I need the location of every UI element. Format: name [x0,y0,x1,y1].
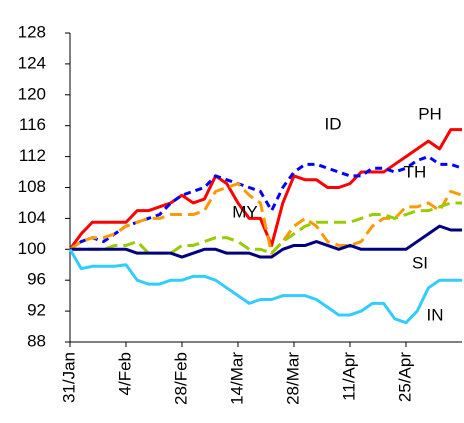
series-line [70,224,462,259]
y-tick-label: 104 [18,208,46,227]
y-tick-label: 120 [18,84,46,103]
y-tick-label: 112 [19,146,46,165]
x-tick-label: 31/Jan [59,352,78,403]
y-tick-label: 128 [18,22,46,41]
y-tick-label: 92 [27,301,46,320]
series-label: MY [232,202,258,221]
x-tick-label: 25/Apr [395,352,414,402]
series-label: PH [418,104,442,123]
y-tick-label: 88 [27,331,46,350]
series-label: TH [404,162,427,181]
y-tick-label: 100 [18,239,46,258]
y-tick-label: 124 [18,53,46,72]
x-tick-label: 28/Mar [283,352,302,405]
series-line [70,201,462,255]
y-tick-label: 108 [18,177,46,196]
series-line [68,128,462,251]
series-label: SI [412,253,428,272]
y-tick-label: 116 [19,115,46,134]
x-tick-label: 14/Mar [227,352,246,405]
x-tick-label: 4/Feb [115,352,134,395]
series-label: ID [325,114,342,133]
x-tick-label: 28/Feb [171,352,190,405]
series-line [68,248,462,325]
x-tick-label: 11/Apr [339,352,358,401]
y-tick-label: 96 [27,270,46,289]
series-label: IN [427,305,444,324]
series-line [69,155,463,251]
